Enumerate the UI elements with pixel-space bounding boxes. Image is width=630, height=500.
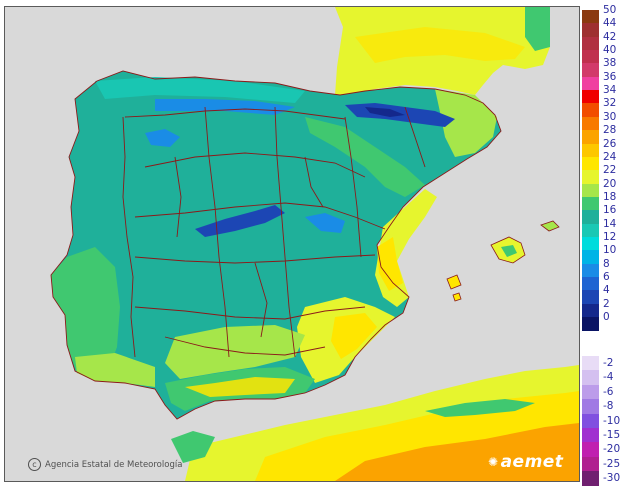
legend-swatch	[582, 183, 599, 198]
copyright-icon: c	[28, 458, 41, 471]
legend-swatch	[582, 90, 599, 104]
legend-label: 28	[603, 124, 617, 137]
legend-swatch	[582, 290, 599, 305]
legend-label: -20	[603, 443, 621, 456]
legend-label: 24	[603, 150, 617, 163]
legend-swatch	[582, 103, 599, 118]
central-system-cold	[195, 205, 285, 237]
legend-label: 50	[603, 4, 617, 16]
legend-swatch	[582, 303, 599, 318]
temperature-map	[4, 6, 580, 482]
mallorca-interior	[501, 245, 517, 257]
legend-label: 18	[603, 190, 617, 203]
legend-swatch	[582, 384, 599, 400]
map-canvas	[5, 7, 579, 481]
formentera-island	[452, 292, 462, 302]
legend-label: 36	[603, 70, 617, 83]
legend-label: 32	[603, 97, 617, 110]
legend-label: 34	[603, 84, 617, 97]
legend-swatch	[582, 428, 599, 443]
legend-label: 30	[603, 110, 617, 123]
legend-swatch	[582, 210, 599, 225]
logo-mark-icon: ✺	[488, 455, 499, 469]
legend-label: 14	[603, 217, 617, 230]
menorca-island	[540, 220, 560, 232]
leon-mountains-cold	[145, 129, 180, 147]
france-warm-zone	[355, 27, 525, 63]
temperature-legend: 50 44 42 40 38 36 34 32 30 28 26 24 22 20 18 16 14 12 10 8 6…	[582, 4, 630, 487]
legend-label: -2	[603, 357, 614, 369]
legend-swatch	[582, 236, 599, 251]
legend-swatch	[582, 156, 599, 171]
legend-swatch	[582, 413, 599, 429]
catalonia-lime	[435, 89, 497, 157]
legend-label: -15	[603, 429, 621, 441]
atlas-cool	[425, 399, 535, 417]
legend-swatch	[582, 442, 599, 458]
legend-label: 38	[603, 57, 617, 70]
legend-label: -25	[603, 457, 621, 470]
legend-swatch	[582, 116, 599, 131]
aemet-logo: ✺ aemet	[488, 452, 563, 472]
legend-swatch	[582, 10, 599, 24]
guadalquivir-lime	[165, 325, 305, 379]
legend-label: 4	[603, 284, 610, 297]
legend-label: 44	[603, 17, 617, 30]
legend-label: -30	[603, 472, 621, 485]
legend-label: 12	[603, 230, 617, 243]
legend-swatch	[582, 356, 599, 371]
morocco-green	[171, 431, 215, 463]
iberian-system-cold	[305, 213, 345, 233]
legend-swatch	[582, 130, 599, 144]
legend-swatch	[582, 223, 599, 238]
legend-swatch	[582, 250, 599, 265]
legend-swatch	[582, 143, 599, 158]
legend-label: 10	[603, 244, 617, 257]
legend-swatch	[582, 23, 599, 38]
legend-label: 42	[603, 30, 617, 43]
ebro-valley-green	[305, 117, 425, 197]
ibiza-island	[446, 274, 462, 290]
andalusia-yellow	[185, 377, 295, 397]
legend-swatch	[582, 456, 599, 472]
cantabrian-cold	[155, 99, 295, 115]
algarve-lime	[75, 353, 155, 387]
legend-swatch	[582, 36, 599, 51]
legend-label: -8	[603, 400, 614, 413]
legend-label: -4	[603, 371, 614, 384]
portugal-south-green	[51, 247, 120, 379]
legend-label: 26	[603, 137, 617, 150]
legend-label: 0	[603, 311, 610, 324]
legend-swatch	[582, 399, 599, 415]
valencia-gold	[377, 237, 403, 291]
legend-label: 6	[603, 271, 610, 283]
legend-label: 2	[603, 297, 610, 310]
legend-swatch	[582, 196, 599, 211]
north-coast-band	[95, 77, 305, 103]
legend-swatch	[582, 76, 599, 91]
legend-swatch	[582, 370, 599, 386]
legend-label: 22	[603, 164, 617, 177]
legend-swatch	[582, 277, 599, 291]
legend-swatch	[582, 170, 599, 185]
legend-swatch	[582, 317, 599, 331]
regional-borders	[50, 70, 502, 420]
logo-text: aemet	[500, 452, 564, 472]
legend-label: 8	[603, 257, 610, 270]
pyrenees-peaks	[365, 107, 405, 117]
legend-label: 40	[603, 44, 617, 57]
legend-swatch	[582, 63, 599, 78]
north-africa-orange	[335, 423, 579, 481]
legend-swatch	[582, 471, 599, 487]
murcia-gold	[331, 313, 377, 359]
credit-text: Agencia Estatal de Meteorología	[45, 459, 183, 470]
legend-label: -6	[603, 385, 614, 398]
credit-line: c Agencia Estatal de Meteorología	[28, 458, 182, 471]
legend-label: -10	[603, 414, 621, 427]
legend-swatch	[582, 50, 599, 64]
legend-label: 16	[603, 204, 617, 217]
legend-swatch	[582, 263, 599, 278]
alps-cool-zone	[525, 7, 550, 51]
legend-label: 20	[603, 177, 617, 190]
